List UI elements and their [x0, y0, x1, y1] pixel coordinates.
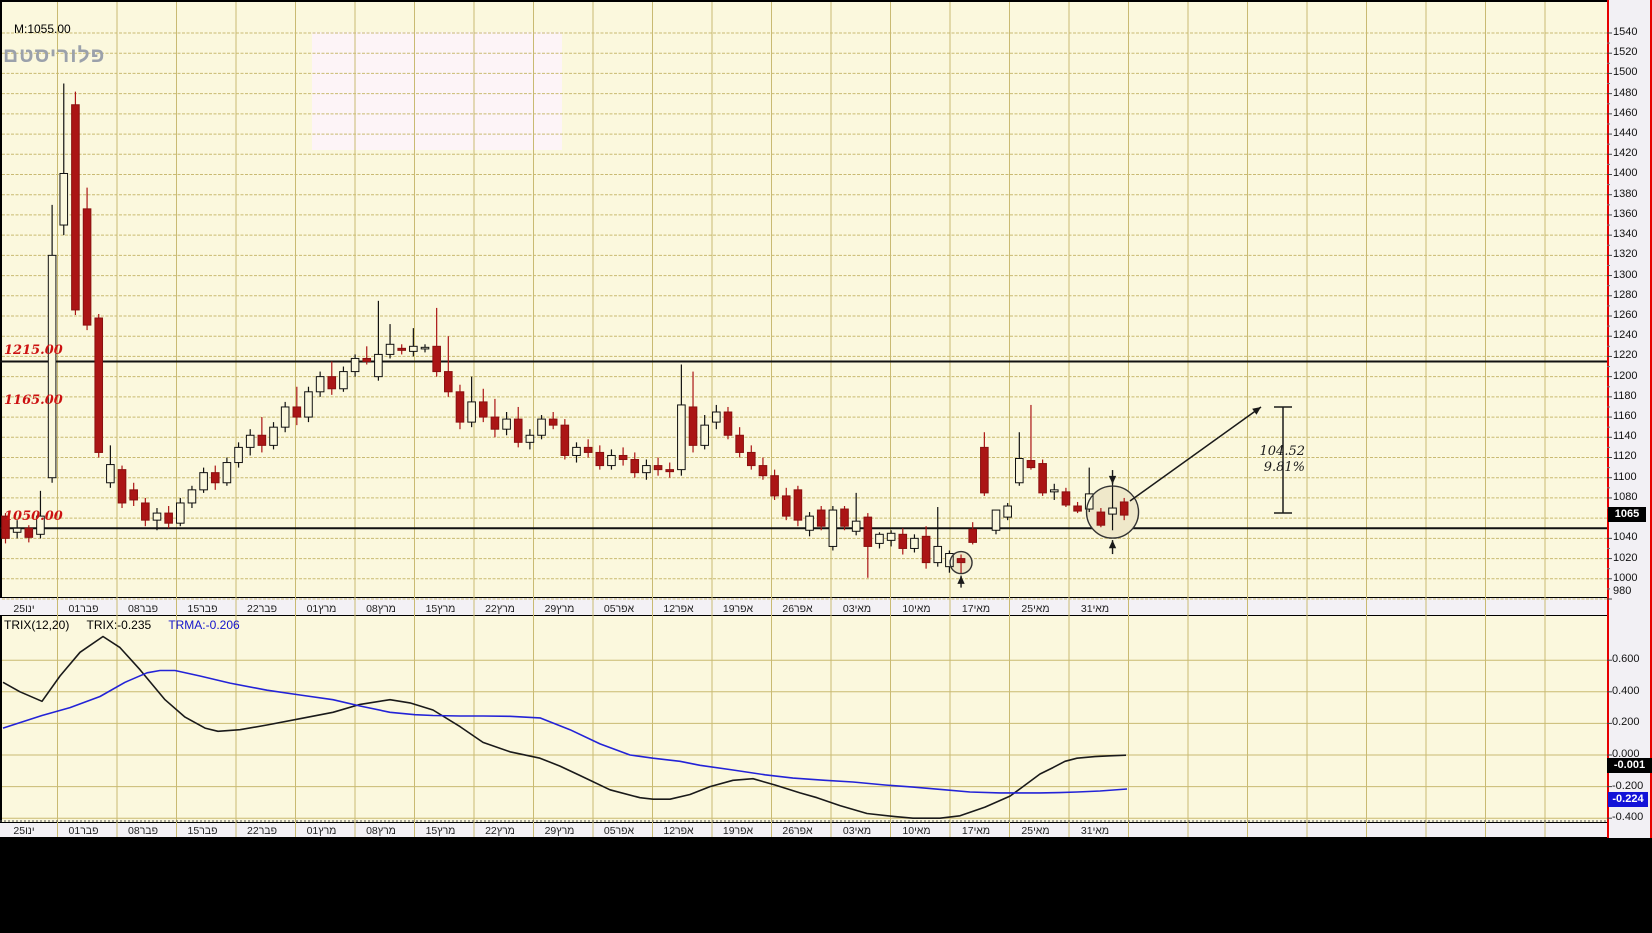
date-axis-label: 31מאי	[1080, 603, 1110, 615]
measure-annotation-value: 104.52	[1259, 444, 1306, 459]
date-axis-label: 08פבר	[128, 603, 158, 615]
date-axis-label: 22מרץ	[485, 825, 515, 837]
date-axis-label: 19אפר	[722, 603, 754, 615]
date-axis-label: 26אפר	[782, 603, 813, 615]
price-axis-label: 1020	[1613, 551, 1638, 564]
price-axis-label: 1200	[1613, 369, 1638, 382]
price-axis-label: 1360	[1613, 207, 1638, 220]
price-axis-label: 1320	[1613, 248, 1638, 261]
date-axis-label: 25ינו	[13, 603, 35, 615]
price-axis-label: 1080	[1613, 490, 1638, 503]
date-axis-upper[interactable]	[0, 597, 1607, 616]
price-axis-label: 1000	[1613, 571, 1638, 584]
bottom-blank-area	[0, 838, 1652, 933]
date-axis-label: 08מרץ	[366, 825, 396, 837]
indicator-axis-label: 0.200	[1612, 716, 1640, 729]
date-axis-label: 22פבר	[247, 603, 277, 615]
price-axis-label: 1160	[1613, 410, 1637, 423]
date-axis-label: 17מאי	[961, 825, 991, 837]
date-axis-label: 01פבר	[68, 825, 99, 837]
date-axis-label: 22מרץ	[485, 603, 515, 615]
date-axis-label: 01מרץ	[306, 603, 337, 615]
date-axis-label: 15פבר	[187, 603, 218, 615]
price-axis-label: 1500	[1613, 66, 1638, 79]
date-axis-label: 31מאי	[1080, 825, 1110, 837]
price-axis-label: 1460	[1613, 106, 1638, 119]
price-level-label-1050: 1050.00	[4, 509, 63, 524]
price-chart-plot-area[interactable]	[0, 0, 1607, 597]
date-axis-label: 15מרץ	[425, 603, 456, 615]
date-axis-label: 01פבר	[68, 603, 99, 615]
price-axis-label: 1180	[1613, 389, 1637, 402]
date-axis-label: 25מאי	[1021, 603, 1050, 615]
date-axis-label: 10מאי	[902, 825, 931, 837]
price-axis-label: 1520	[1613, 46, 1638, 59]
date-axis-label: 15פבר	[187, 825, 218, 837]
indicator-name-label: TRIX(12,20)	[4, 618, 70, 632]
price-axis-label: 1280	[1613, 288, 1638, 301]
current-price-readout: M:1055.00	[14, 22, 71, 36]
price-axis-label: 1120	[1613, 450, 1637, 463]
date-axis-label: 29מרץ	[544, 825, 575, 837]
date-axis-label: 08מרץ	[366, 603, 396, 615]
date-axis-lower[interactable]	[0, 822, 1607, 838]
date-axis-label: 01מרץ	[306, 825, 337, 837]
trix-value-label: TRIX:-0.235	[86, 618, 152, 632]
measure-annotation-percent: 9.81%	[1263, 460, 1305, 475]
date-axis-label: 17מאי	[961, 603, 991, 615]
indicator-axis-label: 0.400	[1612, 684, 1640, 697]
price-axis-label: 1100	[1613, 470, 1637, 483]
indicator-axis-label: 0.000	[1612, 748, 1640, 760]
date-axis-label: 26אפר	[782, 825, 813, 837]
price-axis-label: 1300	[1613, 268, 1638, 281]
date-axis-label: 29מרץ	[544, 603, 575, 615]
price-axis-label: 1400	[1613, 167, 1638, 180]
date-axis-label: 03מאי	[842, 603, 872, 615]
price-level-label-1165: 1165.00	[4, 393, 63, 408]
indicator-axis-label: 0.600	[1612, 653, 1640, 666]
value-axis-strip[interactable]	[1607, 0, 1652, 838]
trix-indicator-plot-area[interactable]	[0, 616, 1607, 822]
date-axis-label: 05אפר	[603, 825, 635, 837]
price-axis-label: 1480	[1613, 86, 1638, 99]
date-axis-label: 15מרץ	[425, 825, 456, 837]
date-axis-label: 10מאי	[902, 603, 931, 615]
price-axis-label: 1240	[1613, 329, 1638, 342]
indicator-axis-label: -0.200	[1612, 779, 1644, 792]
last-price-tag: 1065	[1608, 507, 1646, 522]
trma-value-tag: -0.224	[1608, 792, 1648, 807]
date-axis-label: 25מאי	[1021, 825, 1050, 837]
price-axis-label: 1260	[1613, 308, 1638, 321]
indicator-axis-label: -0.400	[1612, 811, 1644, 824]
trma-value-label: TRMA:-0.206	[168, 618, 240, 632]
date-axis-label: 08פבר	[128, 825, 158, 837]
price-level-label-1215: 1215.00	[4, 343, 63, 358]
date-axis-label: 05אפר	[603, 603, 635, 615]
date-axis-label: 03מאי	[842, 825, 872, 837]
price-axis-label: 1220	[1613, 349, 1638, 362]
date-axis-label: 19אפר	[722, 825, 754, 837]
price-axis-label: 1040	[1613, 531, 1638, 544]
trix-value-tag: -0.001	[1607, 758, 1652, 773]
date-axis-label: 25ינו	[13, 825, 35, 837]
price-axis-label: 1540	[1613, 26, 1638, 38]
price-axis-label: 1440	[1613, 127, 1638, 140]
price-axis-label: 1140	[1613, 430, 1637, 443]
indicator-legend: TRIX(12,20) TRIX:-0.235 TRMA:-0.206	[4, 618, 254, 632]
date-axis-label: 22פבר	[247, 825, 277, 837]
price-axis-label: 1380	[1613, 187, 1638, 200]
price-axis-label: 980	[1613, 585, 1632, 597]
date-axis-label: 12אפר	[663, 825, 694, 837]
date-axis-label: 12אפר	[663, 603, 694, 615]
price-axis-label: 1340	[1613, 228, 1638, 241]
price-axis-label: 1420	[1613, 147, 1638, 160]
symbol-watermark: פלוריסטם	[3, 44, 106, 67]
